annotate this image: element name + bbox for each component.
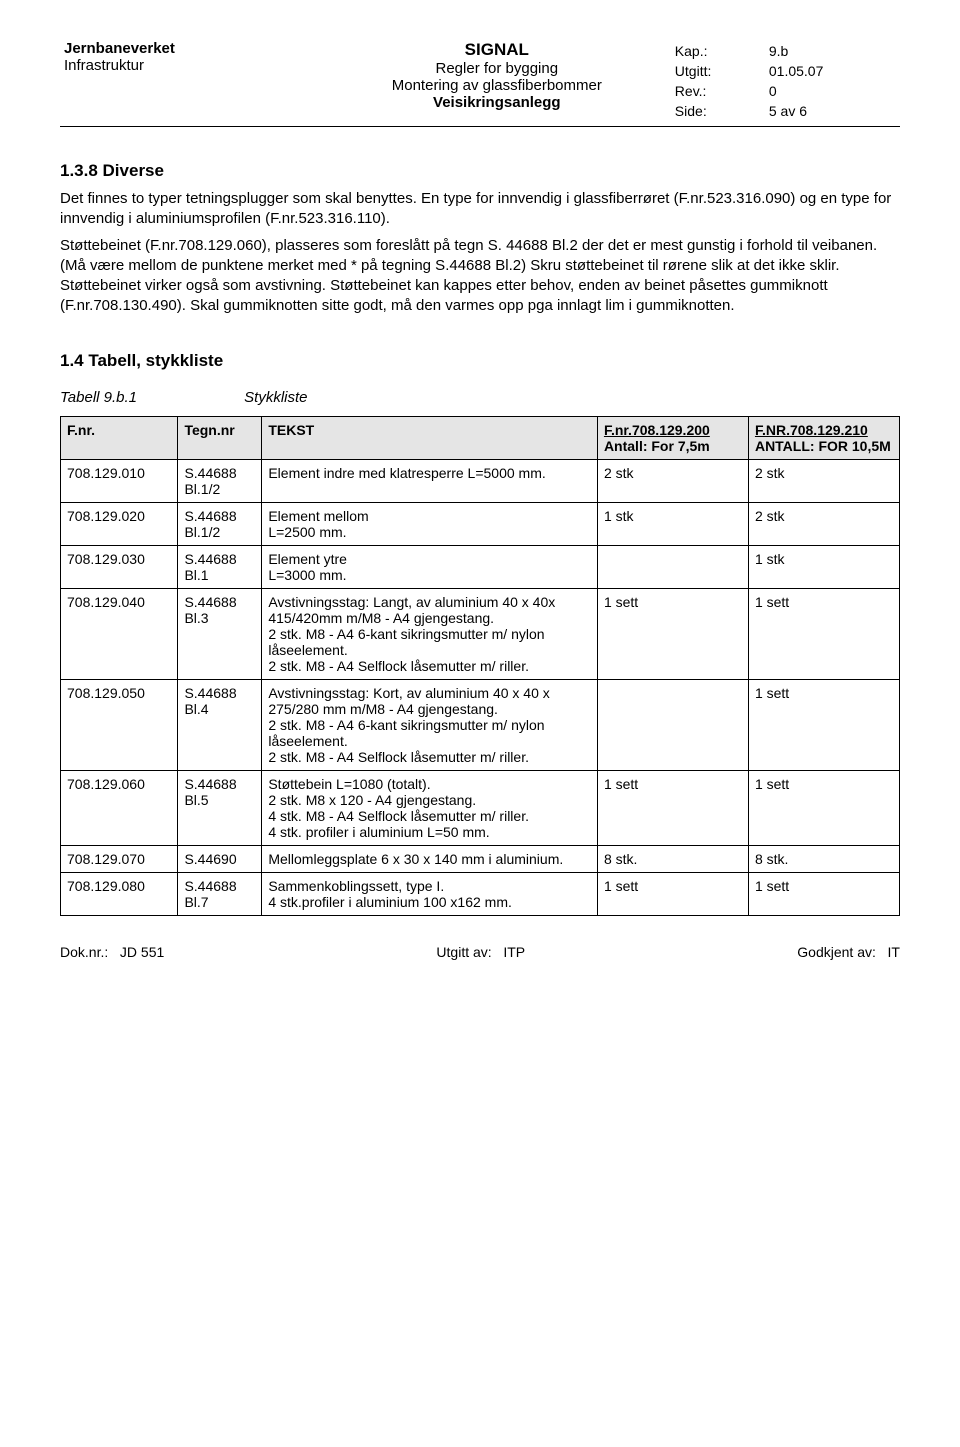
footer-left-val: JD 551 <box>120 944 164 960</box>
table-row: 708.129.040S.44688 Bl.3Avstivningsstag: … <box>61 588 900 679</box>
footer-right-label: Godkjent av: <box>797 944 876 960</box>
cell-tegn: S.44688 Bl.3 <box>178 588 262 679</box>
cell-fnr: 708.129.060 <box>61 770 178 845</box>
cell-fnr: 708.129.010 <box>61 459 178 502</box>
header-line4: Veisikringsanlegg <box>333 94 661 111</box>
table-row: 708.129.060S.44688 Bl.5Støttebein L=1080… <box>61 770 900 845</box>
cell-tekst: Avstivningsstag: Kort, av aluminium 40 x… <box>262 679 598 770</box>
cell-a: 1 sett <box>597 770 748 845</box>
stykkliste-table: F.nr. Tegn.nr TEKST F.nr.708.129.200 Ant… <box>60 416 900 916</box>
th-fnr: F.nr. <box>61 416 178 459</box>
footer-mid-label: Utgitt av: <box>436 944 491 960</box>
rev-label: Rev.: <box>671 82 763 100</box>
table-row: 708.129.010S.44688 Bl.1/2Element indre m… <box>61 459 900 502</box>
table-row: 708.129.050S.44688 Bl.4Avstivningsstag: … <box>61 679 900 770</box>
table-row: 708.129.030S.44688 Bl.1Element ytre L=30… <box>61 545 900 588</box>
cell-tegn: S.44688 Bl.1/2 <box>178 459 262 502</box>
cell-tekst: Støttebein L=1080 (totalt). 2 stk. M8 x … <box>262 770 598 845</box>
section-14-heading: 1.4 Tabell, stykkliste <box>60 351 900 371</box>
header-line2: Regler for bygging <box>333 60 661 77</box>
cell-tegn: S.44688 Bl.1 <box>178 545 262 588</box>
cell-a <box>597 679 748 770</box>
cell-fnr: 708.129.080 <box>61 872 178 915</box>
cell-fnr: 708.129.020 <box>61 502 178 545</box>
cell-fnr: 708.129.030 <box>61 545 178 588</box>
cell-fnr: 708.129.050 <box>61 679 178 770</box>
section-138-heading: 1.3.8 Diverse <box>60 161 900 181</box>
footer-mid-val: ITP <box>503 944 525 960</box>
cell-b: 1 sett <box>748 679 899 770</box>
cell-b: 1 stk <box>748 545 899 588</box>
header-dept: Infrastruktur <box>64 57 325 74</box>
cell-tekst: Element mellom L=2500 mm. <box>262 502 598 545</box>
cell-fnr: 708.129.070 <box>61 845 178 872</box>
footer-right-val: IT <box>888 944 900 960</box>
th-col-b-sub: ANTALL: FOR 10,5M <box>755 438 893 454</box>
side-val: 5 av 6 <box>765 102 894 120</box>
table-caption-text: Stykkliste <box>244 389 307 406</box>
cell-a <box>597 545 748 588</box>
utgitt-label: Utgitt: <box>671 62 763 80</box>
cell-a: 1 sett <box>597 588 748 679</box>
cell-b: 8 stk. <box>748 845 899 872</box>
cell-a: 1 sett <box>597 872 748 915</box>
table-caption-label: Tabell 9.b.1 <box>60 389 240 406</box>
header-title: SIGNAL <box>333 40 661 60</box>
side-label: Side: <box>671 102 763 120</box>
header-org: Jernbaneverket <box>64 40 325 57</box>
footer-left-label: Dok.nr.: <box>60 944 108 960</box>
page-footer: Dok.nr.: JD 551 Utgitt av: ITP Godkjent … <box>60 944 900 960</box>
kap-label: Kap.: <box>671 42 763 60</box>
cell-b: 1 sett <box>748 770 899 845</box>
table-caption: Tabell 9.b.1 Stykkliste <box>60 389 900 406</box>
table-header-row: F.nr. Tegn.nr TEKST F.nr.708.129.200 Ant… <box>61 416 900 459</box>
header-line3: Montering av glassfiberbommer <box>333 77 661 94</box>
cell-b: 1 sett <box>748 588 899 679</box>
th-col-a-sub: Antall: For 7,5m <box>604 438 742 454</box>
cell-b: 1 sett <box>748 872 899 915</box>
cell-tegn: S.44688 Bl.1/2 <box>178 502 262 545</box>
th-tegn: Tegn.nr <box>178 416 262 459</box>
cell-tegn: S.44688 Bl.7 <box>178 872 262 915</box>
th-col-b-top: F.NR.708.129.210 <box>755 422 868 438</box>
rev-val: 0 <box>765 82 894 100</box>
cell-tegn: S.44688 Bl.5 <box>178 770 262 845</box>
table-row: 708.129.080S.44688 Bl.7Sammenkoblingsset… <box>61 872 900 915</box>
th-col-a-top: F.nr.708.129.200 <box>604 422 710 438</box>
cell-a: 2 stk <box>597 459 748 502</box>
cell-tekst: Element indre med klatresperre L=5000 mm… <box>262 459 598 502</box>
cell-a: 8 stk. <box>597 845 748 872</box>
cell-tegn: S.44690 <box>178 845 262 872</box>
cell-b: 2 stk <box>748 502 899 545</box>
kap-val: 9.b <box>765 42 894 60</box>
table-row: 708.129.020S.44688 Bl.1/2Element mellom … <box>61 502 900 545</box>
th-col-a: F.nr.708.129.200 Antall: For 7,5m <box>597 416 748 459</box>
section-138-p1: Det finnes to typer tetningsplugger som … <box>60 189 900 230</box>
table-row: 708.129.070S.44690Mellomleggsplate 6 x 3… <box>61 845 900 872</box>
cell-tekst: Sammenkoblingssett, type I. 4 stk.profil… <box>262 872 598 915</box>
cell-tekst: Mellomleggsplate 6 x 30 x 140 mm i alumi… <box>262 845 598 872</box>
cell-a: 1 stk <box>597 502 748 545</box>
th-col-b: F.NR.708.129.210 ANTALL: FOR 10,5M <box>748 416 899 459</box>
th-tekst: TEKST <box>262 416 598 459</box>
cell-fnr: 708.129.040 <box>61 588 178 679</box>
cell-b: 2 stk <box>748 459 899 502</box>
page-header: Jernbaneverket Infrastruktur SIGNAL Regl… <box>60 40 900 122</box>
cell-tegn: S.44688 Bl.4 <box>178 679 262 770</box>
utgitt-val: 01.05.07 <box>765 62 894 80</box>
cell-tekst: Avstivningsstag: Langt, av aluminium 40 … <box>262 588 598 679</box>
header-rule <box>60 126 900 127</box>
cell-tekst: Element ytre L=3000 mm. <box>262 545 598 588</box>
section-138-p2: Støttebeinet (F.nr.708.129.060), plasser… <box>60 236 900 317</box>
